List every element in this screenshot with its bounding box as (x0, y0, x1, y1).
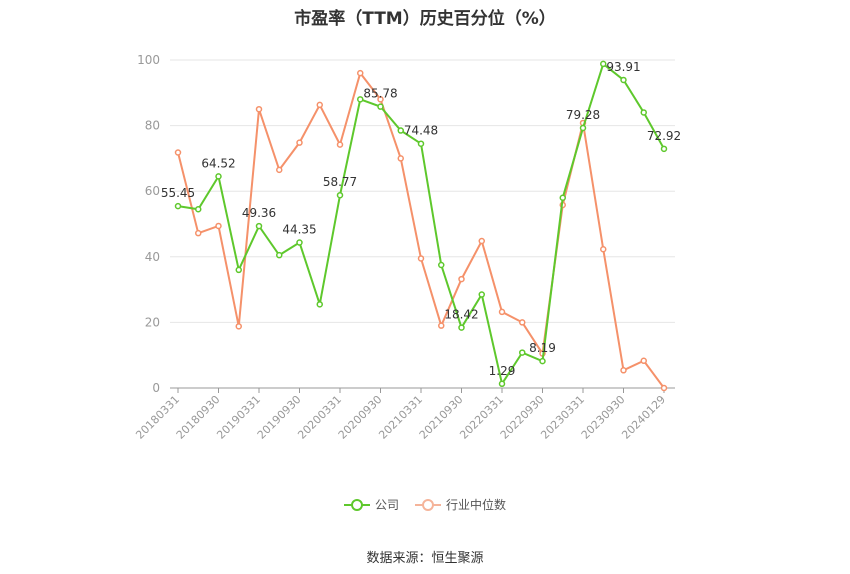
data-point-company[interactable] (336, 191, 344, 199)
data-point-industry-median[interactable] (235, 323, 242, 330)
data-label: 49.36 (242, 206, 276, 220)
data-label: 44.35 (282, 223, 316, 237)
y-tick-label: 80 (145, 119, 160, 133)
data-label: 74.48 (404, 124, 438, 138)
data-point-company[interactable] (174, 202, 182, 210)
data-point-company[interactable] (559, 194, 566, 202)
data-point-company[interactable] (620, 76, 627, 84)
data-point-industry-median[interactable] (438, 322, 445, 329)
data-point-company[interactable] (600, 60, 607, 68)
data-point-industry-median[interactable] (195, 229, 202, 237)
legend-item-industry-median[interactable]: 行业中位数 (415, 496, 506, 513)
series-layer (174, 60, 668, 392)
data-point-company[interactable] (235, 266, 242, 274)
data-point-company[interactable] (215, 173, 222, 180)
data-point-company[interactable] (458, 324, 465, 331)
x-axis: 2018033120180930201903312019093020200331… (133, 387, 675, 442)
data-point-company[interactable] (438, 261, 445, 269)
data-label: 85.78 (363, 87, 397, 101)
data-label: 79.28 (566, 108, 600, 122)
data-point-company[interactable] (478, 291, 485, 298)
data-point-industry-median[interactable] (600, 246, 607, 253)
data-point-industry-median[interactable] (377, 96, 384, 103)
y-tick-label: 60 (145, 184, 160, 198)
data-point-industry-median[interactable] (397, 155, 404, 162)
data-label: 55.45 (161, 186, 195, 200)
data-point-industry-median[interactable] (620, 367, 627, 374)
y-tick-label: 100 (137, 53, 160, 67)
data-point-industry-median[interactable] (498, 308, 506, 316)
data-point-industry-median[interactable] (519, 319, 526, 326)
data-point-company[interactable] (640, 109, 647, 116)
data-label: 1.29 (489, 364, 516, 378)
source-note: 数据来源：恒生聚源 (366, 551, 484, 566)
y-tick-label: 20 (145, 315, 160, 329)
data-point-industry-median[interactable] (174, 149, 182, 156)
data-point-company[interactable] (276, 251, 283, 259)
chart-title: 市盈率（TTM）历史百分位（%） (294, 9, 556, 29)
data-point-industry-median[interactable] (640, 357, 647, 365)
data-point-industry-median[interactable] (660, 384, 668, 392)
data-point-industry-median[interactable] (336, 141, 344, 148)
y-tick-label: 0 (152, 381, 160, 395)
data-label: 72.92 (647, 129, 681, 143)
y-axis: 0 20 40 60 80 100 (137, 53, 160, 395)
data-point-company[interactable] (296, 239, 303, 246)
data-point-industry-median[interactable] (478, 237, 485, 245)
data-point-company[interactable] (397, 127, 404, 134)
data-label: 64.52 (201, 156, 235, 170)
data-point-company[interactable] (316, 301, 323, 308)
data-point-industry-median[interactable] (417, 255, 425, 262)
data-label: 93.91 (606, 60, 640, 74)
data-point-company[interactable] (498, 380, 506, 388)
data-point-company[interactable] (357, 96, 364, 103)
data-point-company[interactable] (255, 222, 263, 230)
data-point-industry-median[interactable] (255, 105, 263, 113)
data-point-industry-median[interactable] (296, 139, 303, 146)
data-label: 8.19 (529, 341, 556, 355)
legend-label-company: 公司 (374, 498, 399, 512)
y-tick-label: 40 (145, 250, 160, 264)
data-point-industry-median[interactable] (316, 101, 323, 109)
data-point-company[interactable] (519, 349, 526, 356)
data-point-company[interactable] (417, 140, 425, 147)
data-point-company[interactable] (377, 103, 384, 110)
legend-label-industry-median: 行业中位数 (446, 498, 507, 512)
data-point-industry-median[interactable] (215, 222, 222, 230)
legend-item-company[interactable]: 公司 (343, 496, 399, 513)
data-point-industry-median[interactable] (458, 275, 465, 283)
data-point-industry-median[interactable] (276, 166, 283, 174)
legend: 公司 行业中位数 (0, 496, 850, 513)
data-point-company[interactable] (539, 357, 546, 365)
data-label: 58.77 (323, 175, 357, 189)
data-point-company[interactable] (195, 205, 202, 213)
data-point-industry-median[interactable] (357, 69, 364, 77)
data-point-company[interactable] (579, 124, 587, 132)
legend-marker-industry-median (415, 498, 441, 512)
data-labels: 55.45 64.52 49.36 44.35 58.77 85.78 74.48 18.42… (161, 60, 681, 378)
x-tick-label: 20240129 (619, 393, 668, 442)
data-label: 18.42 (444, 308, 478, 322)
data-point-company[interactable] (660, 145, 668, 153)
legend-marker-company (343, 498, 370, 512)
